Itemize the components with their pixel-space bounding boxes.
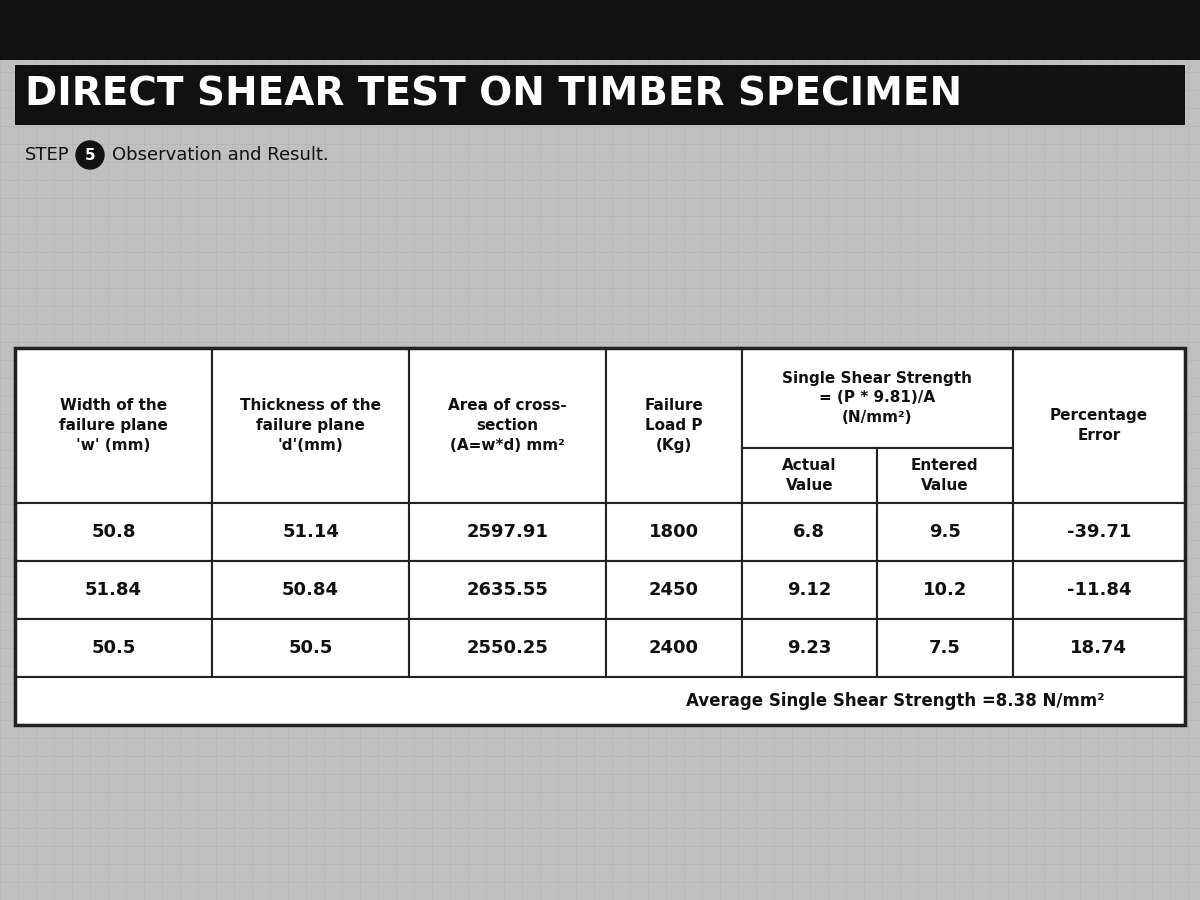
Bar [1013, 348, 1186, 503]
Bar [742, 561, 877, 619]
Bar [742, 503, 877, 561]
Bar [877, 503, 1013, 561]
Text: Width of the
failure plane
'w' (mm): Width of the failure plane 'w' (mm) [59, 398, 168, 453]
Text: DIRECT SHEAR TEST ON TIMBER SPECIMEN: DIRECT SHEAR TEST ON TIMBER SPECIMEN [25, 76, 962, 114]
Bar [606, 619, 742, 677]
Bar [742, 619, 877, 677]
Bar [0, 0, 1200, 60]
Text: Single Shear Strength
= (P * 9.81)/A
(N/mm²): Single Shear Strength = (P * 9.81)/A (N/… [782, 371, 972, 426]
Text: Entered
Value: Entered Value [911, 458, 979, 493]
Bar [14, 677, 1186, 725]
Text: 9.23: 9.23 [787, 639, 832, 657]
Text: 9.12: 9.12 [787, 581, 832, 599]
Bar [14, 619, 212, 677]
Text: 2400: 2400 [649, 639, 698, 657]
Bar [212, 348, 409, 503]
Text: Percentage
Error: Percentage Error [1050, 408, 1148, 443]
Text: Thickness of the
failure plane
'd'(mm): Thickness of the failure plane 'd'(mm) [240, 398, 382, 453]
Bar [14, 348, 212, 503]
Text: Area of cross-
section
(A=w*d) mm²: Area of cross- section (A=w*d) mm² [449, 398, 568, 453]
Text: 2450: 2450 [649, 581, 698, 599]
Text: Observation and Result.: Observation and Result. [112, 146, 329, 164]
Text: 9.5: 9.5 [929, 523, 961, 541]
Text: 18.74: 18.74 [1070, 639, 1127, 657]
Bar [14, 561, 212, 619]
Text: -11.84: -11.84 [1067, 581, 1132, 599]
Text: 2550.25: 2550.25 [467, 639, 548, 657]
Bar [212, 619, 409, 677]
Bar [1013, 561, 1186, 619]
Bar [742, 448, 877, 503]
Bar [212, 561, 409, 619]
Text: 7.5: 7.5 [929, 639, 961, 657]
Text: -39.71: -39.71 [1067, 523, 1130, 541]
Bar [877, 448, 1013, 503]
Text: 50.8: 50.8 [91, 523, 136, 541]
Text: 2597.91: 2597.91 [467, 523, 548, 541]
Text: Average Single Shear Strength =8.38 N/mm²: Average Single Shear Strength =8.38 N/mm… [686, 692, 1105, 710]
Text: STEP: STEP [25, 146, 70, 164]
Text: 50.5: 50.5 [288, 639, 332, 657]
Text: 1800: 1800 [649, 523, 698, 541]
Bar [14, 65, 1186, 125]
Bar [14, 348, 1186, 725]
Bar [742, 348, 1013, 448]
Bar [1013, 619, 1186, 677]
Bar [409, 561, 606, 619]
Bar [877, 619, 1013, 677]
Bar [877, 561, 1013, 619]
Text: 5: 5 [85, 148, 95, 163]
Bar [409, 348, 606, 503]
Text: Actual
Value: Actual Value [782, 458, 836, 493]
Bar [1013, 503, 1186, 561]
Bar [212, 503, 409, 561]
Text: 6.8: 6.8 [793, 523, 826, 541]
Text: 50.5: 50.5 [91, 639, 136, 657]
Bar [409, 619, 606, 677]
Bar [14, 503, 212, 561]
Bar [606, 348, 742, 503]
Bar [606, 561, 742, 619]
Text: 10.2: 10.2 [923, 581, 967, 599]
Text: Failure
Load P
(Kg): Failure Load P (Kg) [644, 398, 703, 453]
Text: 51.14: 51.14 [282, 523, 340, 541]
Bar [606, 503, 742, 561]
Text: 2635.55: 2635.55 [467, 581, 548, 599]
Circle shape [76, 141, 104, 169]
Text: 51.84: 51.84 [85, 581, 142, 599]
Bar [409, 503, 606, 561]
Text: 50.84: 50.84 [282, 581, 340, 599]
